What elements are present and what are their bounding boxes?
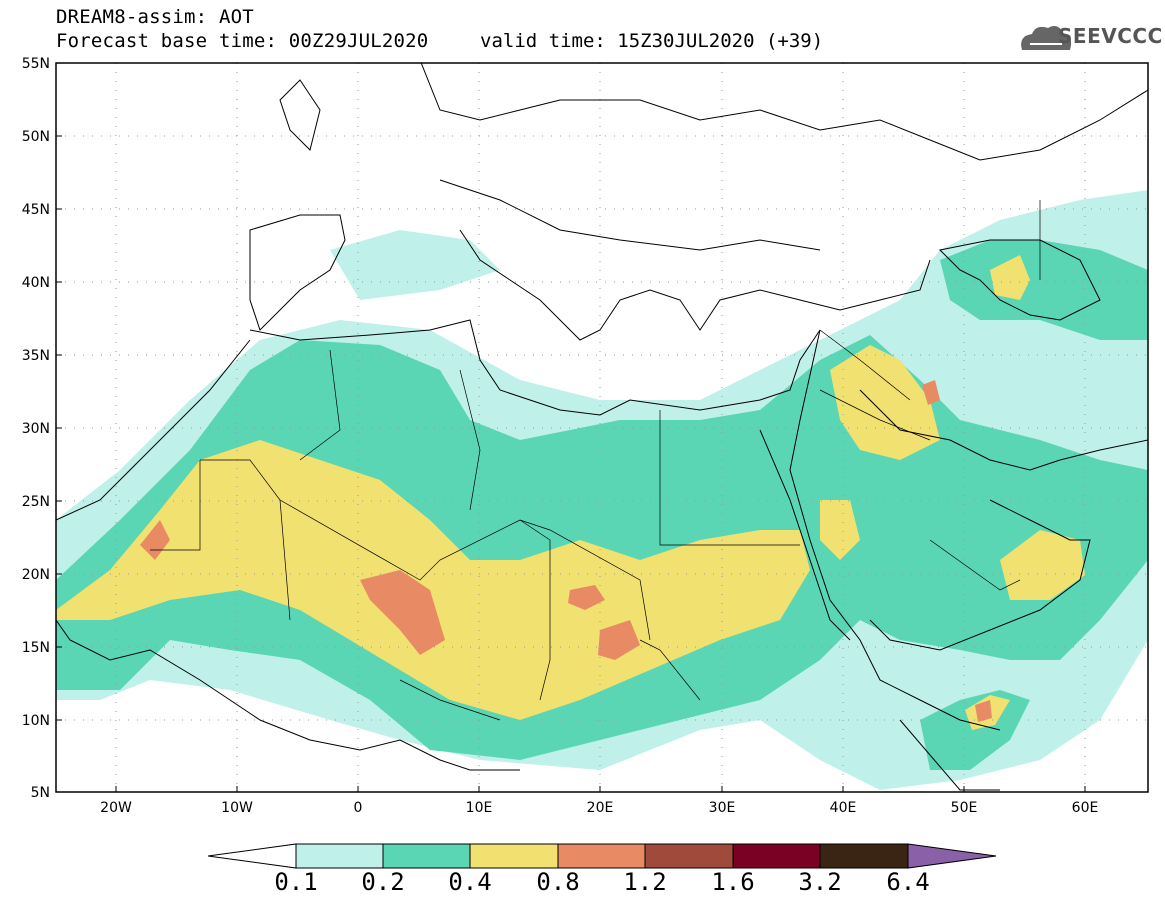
aot-zone-0.4-sudan: [820, 500, 860, 560]
lat-label: 35N: [22, 348, 50, 364]
tick-marks: [56, 135, 1086, 792]
colorbar-label: 6.4: [886, 868, 930, 896]
lon-label: 50E: [951, 800, 978, 816]
lat-label: 55N: [22, 56, 50, 72]
lon-label: 30E: [709, 800, 736, 816]
colorbar-segment: [382, 843, 471, 869]
lat-label: 15N: [22, 640, 50, 656]
forecast-base-time: Forecast base time: 00Z29JUL2020: [56, 30, 429, 52]
aot-zone-0.4-oman: [1000, 530, 1085, 600]
colorbar-segment: [469, 843, 559, 869]
colorbar-segment: [557, 843, 646, 869]
lat-label: 5N: [31, 785, 50, 801]
colorbar-segment: [819, 843, 909, 869]
colorbar-segment: [295, 843, 384, 869]
colorbar-label: 0.4: [448, 868, 492, 896]
country-borders: [150, 200, 1041, 721]
lon-label: 10W: [221, 800, 253, 816]
logo-text: SEEVCCC: [1058, 24, 1163, 48]
colorbar-segment: [732, 843, 821, 869]
lat-label: 10N: [22, 713, 50, 729]
lon-labels: 20W 10W 0 10E 20E 30E 40E 50E 60E: [100, 800, 1098, 816]
lon-label: 40E: [830, 800, 857, 816]
colorbar-label: 0.2: [361, 868, 405, 896]
colorbar-label: 0.1: [274, 868, 318, 896]
lon-label: 10E: [466, 800, 493, 816]
colorbar-label: 0.8: [536, 868, 580, 896]
lat-label: 30N: [22, 421, 50, 437]
lat-label: 50N: [22, 129, 50, 145]
grid-lines: [56, 63, 1148, 792]
aot-zone-0.2-caspian: [940, 240, 1148, 340]
lon-label: 60E: [1072, 800, 1099, 816]
colorbar-low-arrow: [207, 843, 297, 869]
lat-labels: 55N 50N 45N 40N 35N 30N 25N 20N 15N 10N …: [22, 56, 50, 801]
lat-label: 40N: [22, 275, 50, 291]
aot-zone-0.4-caspian: [990, 255, 1030, 300]
colorbar-label: 1.2: [623, 868, 667, 896]
aot-zone-0.8-somalia: [975, 700, 992, 722]
aot-zone-0.8-niger: [360, 570, 445, 655]
lat-label: 20N: [22, 567, 50, 583]
colorbar: [207, 843, 997, 869]
colorbar-label: 3.2: [798, 868, 842, 896]
aot-zone-0.8-iraq: [922, 380, 940, 405]
colorbar-segment: [644, 843, 734, 869]
map-title: DREAM8-assim: AOT: [56, 6, 254, 28]
aot-zone-0.8-chad: [598, 620, 640, 660]
aot-field: [56, 190, 1148, 790]
colorbar-label: 1.6: [711, 868, 755, 896]
seevccc-logo-icon: [1021, 26, 1072, 50]
lon-label: 20W: [100, 800, 132, 816]
aot-zone-0.4-iraq: [830, 345, 940, 460]
lon-label: 20E: [587, 800, 614, 816]
aot-zone-0.8-libya: [568, 585, 605, 610]
aot-zone-0.1-west: [330, 230, 500, 300]
colorbar-high-arrow: [907, 843, 997, 869]
valid-time: valid time: 15Z30JUL2020 (+39): [480, 30, 824, 52]
lon-label: 0: [354, 800, 363, 816]
lat-label: 25N: [22, 494, 50, 510]
lat-label: 45N: [22, 202, 50, 218]
